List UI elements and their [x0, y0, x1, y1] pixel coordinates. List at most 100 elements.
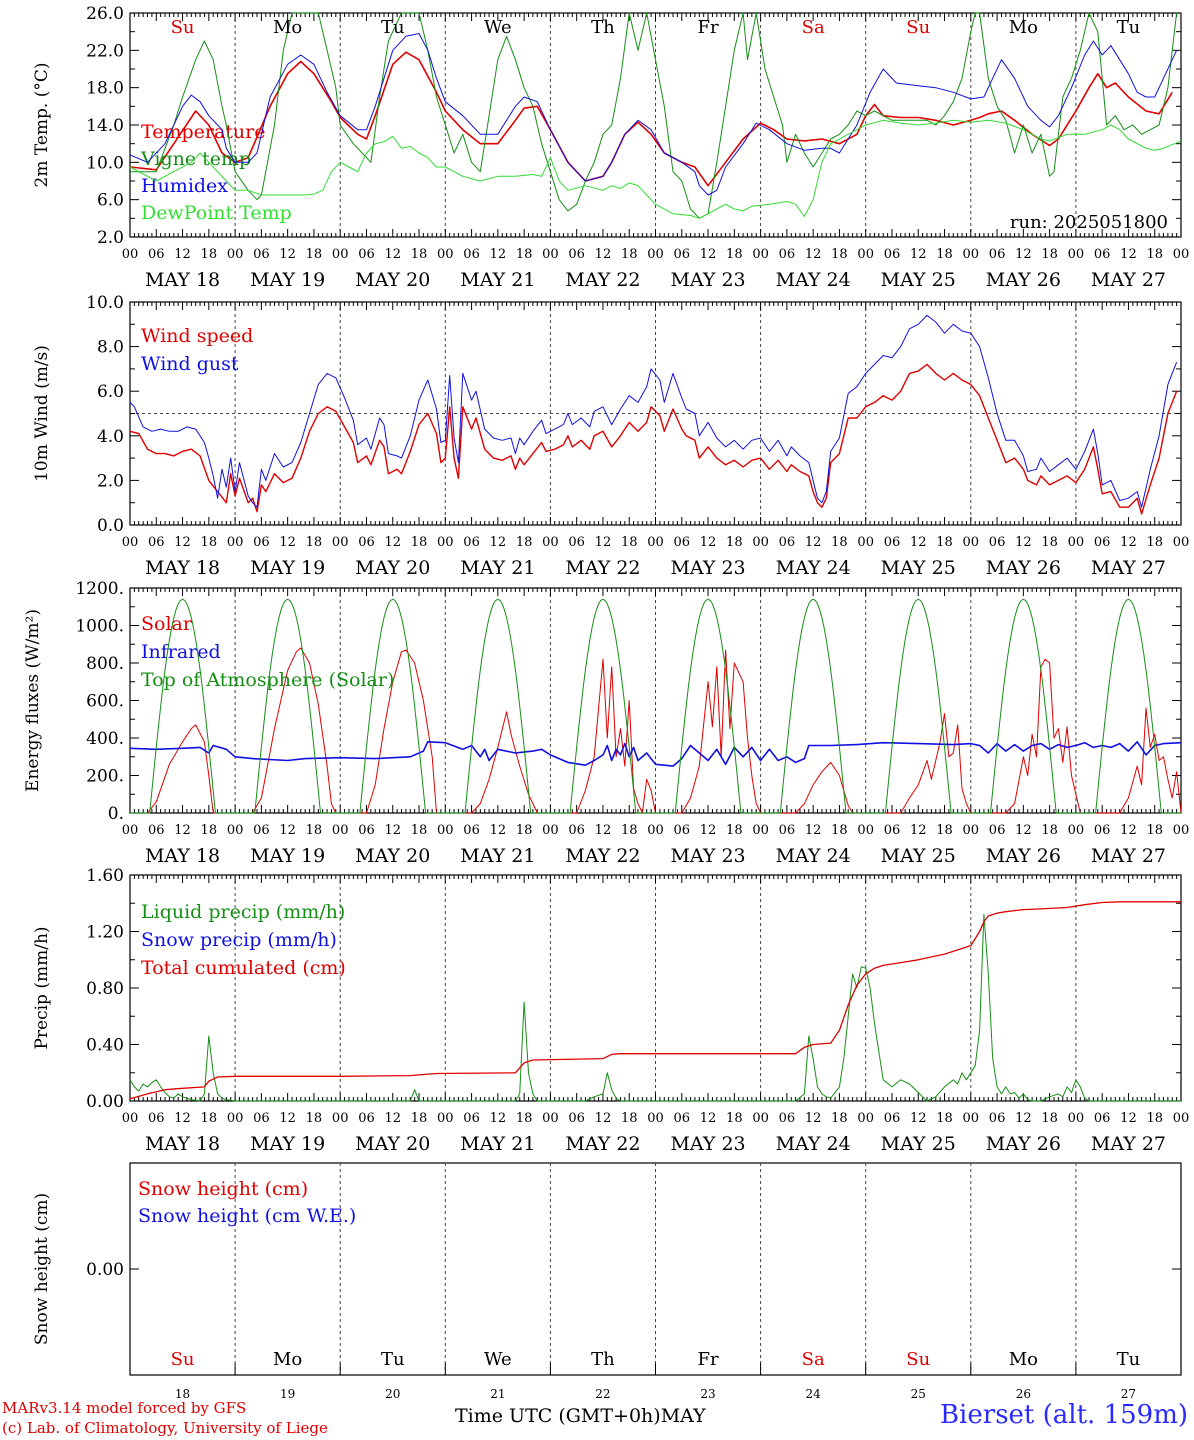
- hour-label: 12: [279, 1111, 296, 1126]
- y-tick-label: 4.0: [97, 427, 124, 447]
- hour-label: 18: [831, 247, 848, 262]
- hour-label: 18: [411, 1111, 428, 1126]
- y-tick-label: 0.00: [86, 1092, 124, 1112]
- y-tick-label: 0.: [108, 804, 124, 824]
- hour-label: 06: [674, 247, 691, 262]
- y-tick-label: 1000.: [75, 617, 124, 637]
- weekday-label: Su: [906, 1349, 930, 1370]
- date-label: MAY 22: [565, 1133, 640, 1155]
- weekday-label: Mo: [273, 17, 302, 38]
- hour-label: 00: [542, 1111, 559, 1126]
- hour-label: 06: [463, 247, 480, 262]
- legend-entry: DewPoint Temp: [141, 202, 292, 224]
- hour-label: 12: [910, 823, 927, 838]
- legend-entry: Total cumulated (cm): [141, 957, 346, 979]
- y-tick-label: 400.: [86, 729, 124, 749]
- hour-label: 18: [306, 535, 323, 550]
- hour-label: 12: [700, 1111, 717, 1126]
- hour-label: 18: [411, 247, 428, 262]
- hour-label: 18: [306, 1111, 323, 1126]
- date-label: MAY 25: [881, 557, 956, 579]
- hour-label: 06: [884, 823, 901, 838]
- day-number-label: 25: [911, 1387, 926, 1401]
- hour-label: 12: [384, 247, 401, 262]
- hour-label: 12: [805, 823, 822, 838]
- hour-label: 06: [884, 535, 901, 550]
- hour-label: 18: [411, 535, 428, 550]
- weekday-label: Th: [591, 17, 615, 38]
- date-label: MAY 23: [670, 845, 745, 867]
- hour-label: 06: [779, 247, 796, 262]
- hour-label: 00: [1068, 1111, 1085, 1126]
- date-label: MAY 25: [881, 1133, 956, 1155]
- hour-label: 06: [674, 1111, 691, 1126]
- hour-label: 18: [201, 1111, 218, 1126]
- day-number-label: 19: [280, 1387, 295, 1401]
- date-label: MAY 21: [460, 845, 535, 867]
- hour-label: 12: [595, 535, 612, 550]
- date-label: MAY 22: [565, 269, 640, 291]
- legend-entry: Temperature: [141, 121, 265, 143]
- lab-credit: (c) Lab. of Climatology, University of L…: [2, 1419, 328, 1437]
- weekday-label: Su: [906, 17, 930, 38]
- y-tick-label: 200.: [86, 767, 124, 787]
- y-tick-label: 6.0: [97, 191, 124, 211]
- hour-label: 00: [332, 1111, 349, 1126]
- legend-entry: Snow precip (mm/h): [141, 929, 337, 951]
- date-label: MAY 24: [776, 1133, 851, 1155]
- weekday-label: Tu: [1117, 1349, 1141, 1370]
- hour-label: 06: [253, 823, 270, 838]
- date-label: MAY 19: [250, 845, 325, 867]
- hour-label: 12: [490, 247, 507, 262]
- y-tick-label: 10.0: [86, 293, 124, 313]
- y-tick-label: 1.20: [86, 923, 124, 943]
- date-label: MAY 19: [250, 557, 325, 579]
- y-axis-title: Snow height (cm): [32, 1193, 52, 1345]
- hour-label: 12: [910, 1111, 927, 1126]
- series-line: [129, 51, 1173, 187]
- hour-label: 00: [647, 535, 664, 550]
- hour-label: 12: [700, 823, 717, 838]
- hour-label: 06: [674, 823, 691, 838]
- hour-label: 00: [122, 823, 139, 838]
- y-tick-label: 0.80: [86, 979, 124, 999]
- hour-label: 18: [831, 535, 848, 550]
- hour-label: 18: [1146, 1111, 1163, 1126]
- model-credit: MARv3.14 model forced by GFS: [2, 1399, 247, 1417]
- hour-label: 06: [463, 823, 480, 838]
- hour-label: 18: [201, 535, 218, 550]
- hour-label: 12: [1120, 535, 1137, 550]
- hour-label: 12: [174, 535, 191, 550]
- legend-entry: Snow height (cm W.E.): [138, 1205, 356, 1227]
- hour-label: 00: [437, 535, 454, 550]
- hour-label: 12: [805, 1111, 822, 1126]
- date-label: MAY 26: [986, 1133, 1061, 1155]
- hour-label: 06: [989, 535, 1006, 550]
- hour-label: 00: [963, 535, 980, 550]
- date-label: MAY 25: [881, 269, 956, 291]
- y-tick-label: 1200.: [75, 579, 124, 599]
- date-label: MAY 24: [776, 557, 851, 579]
- x-axis-title: Time UTC (GMT+0h)MAY: [455, 1405, 706, 1427]
- hour-label: 00: [332, 247, 349, 262]
- hour-label: 18: [831, 1111, 848, 1126]
- hour-label: 06: [253, 247, 270, 262]
- hour-label: 12: [1120, 1111, 1137, 1126]
- hour-label: 18: [621, 535, 638, 550]
- hour-label: 12: [279, 535, 296, 550]
- hour-label: 00: [1068, 535, 1085, 550]
- hour-label: 00: [1068, 247, 1085, 262]
- hour-label: 00: [122, 1111, 139, 1126]
- hour-label: 06: [463, 1111, 480, 1126]
- date-label: MAY 20: [355, 269, 430, 291]
- hour-label: 06: [989, 823, 1006, 838]
- hour-label: 18: [831, 823, 848, 838]
- y-tick-label: 22.0: [86, 41, 124, 61]
- x-axis-label: Time UTC (GMT+0h): [455, 1405, 661, 1427]
- legend-entry: Snow height (cm): [138, 1178, 308, 1200]
- hour-label: 18: [936, 1111, 953, 1126]
- hour-label: 18: [936, 247, 953, 262]
- hour-label: 18: [516, 823, 533, 838]
- hour-label: 18: [621, 1111, 638, 1126]
- hour-label: 12: [384, 535, 401, 550]
